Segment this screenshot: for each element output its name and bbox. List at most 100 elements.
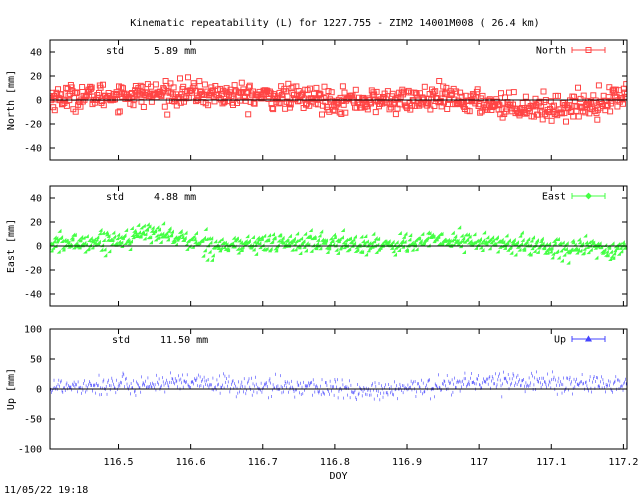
- data-point: [514, 240, 520, 245]
- data-point: [158, 239, 163, 244]
- data-point: [461, 236, 466, 241]
- data-point: [392, 252, 398, 257]
- data-point: [540, 88, 547, 95]
- data-point: [312, 235, 317, 240]
- data-point: [526, 236, 531, 241]
- y-axis-label: North [mm]: [6, 70, 17, 130]
- data-point: [103, 253, 108, 258]
- data-point: [499, 237, 504, 242]
- data-point: [403, 231, 408, 236]
- data-point: [563, 246, 568, 251]
- data-point: [479, 92, 486, 99]
- up-panel: -100 -50 0 50 100 116.5 116.6 116.7 116.8 116.9 11…: [6, 325, 638, 483]
- data-point: [478, 108, 485, 115]
- data-point: [158, 93, 165, 100]
- data-point: [97, 231, 102, 236]
- data-point: [499, 114, 506, 121]
- data-point: [390, 101, 397, 108]
- data-point: [360, 239, 365, 244]
- data-point: [116, 232, 121, 237]
- data-point: [327, 246, 332, 251]
- data-point: [51, 107, 58, 114]
- data-point: [593, 110, 600, 117]
- data-point: [169, 233, 174, 238]
- y-axis-label: Up [mm]: [6, 368, 17, 410]
- data-point: [389, 90, 396, 97]
- y-tick-label: 0: [36, 96, 42, 107]
- data-point: [319, 111, 325, 118]
- data-point: [559, 258, 564, 263]
- data-point: [150, 225, 155, 230]
- data-point: [142, 236, 147, 241]
- data-point: [518, 233, 523, 238]
- data-point: [50, 248, 54, 253]
- data-point: [303, 248, 308, 253]
- data-point: [517, 247, 522, 252]
- data-point: [149, 228, 154, 233]
- data-point: [414, 247, 419, 252]
- data-point: [506, 89, 512, 96]
- data-point: [102, 247, 107, 252]
- data-point: [297, 245, 302, 250]
- data-point: [112, 234, 117, 239]
- data-point: [115, 236, 120, 241]
- data-point: [299, 236, 304, 241]
- data-point: [309, 248, 314, 253]
- data-point: [325, 249, 330, 254]
- data-point: [555, 92, 561, 99]
- y-tick-label: 40: [30, 48, 42, 59]
- y-tick-label: -20: [24, 120, 42, 131]
- data-point: [578, 248, 583, 253]
- data-point: [161, 221, 166, 226]
- data-point: [115, 109, 122, 116]
- data-point: [392, 111, 399, 118]
- data-point: [457, 89, 464, 96]
- data-point: [170, 84, 177, 91]
- data-point: [558, 109, 565, 116]
- data-point: [155, 225, 160, 230]
- data-point: [337, 236, 342, 242]
- data-point: [254, 251, 259, 256]
- data-point: [372, 239, 377, 244]
- data-point: [152, 81, 159, 88]
- data-point: [167, 80, 174, 87]
- data-point: [323, 238, 329, 243]
- data-point: [292, 241, 297, 247]
- data-point: [537, 107, 544, 114]
- data-point: [530, 102, 537, 109]
- data-point: [178, 228, 183, 234]
- data-point: [116, 108, 123, 115]
- x-tick-label: 116.9: [392, 457, 422, 468]
- data-point: [237, 238, 242, 243]
- data-point: [522, 247, 527, 252]
- data-point: [582, 109, 589, 116]
- data-point: [100, 102, 107, 109]
- data-point: [307, 234, 312, 239]
- data-point: [430, 89, 437, 96]
- data-point: [407, 106, 414, 113]
- data-point: [315, 241, 320, 246]
- data-point: [509, 250, 514, 255]
- data-point: [238, 79, 245, 86]
- data-point: [79, 84, 86, 90]
- std-label: std: [106, 192, 124, 203]
- data-point: [182, 235, 187, 240]
- data-point: [245, 234, 250, 239]
- data-point: [270, 106, 277, 113]
- data-point: [622, 93, 627, 100]
- data-point: [262, 233, 267, 238]
- data-point: [495, 249, 500, 254]
- data-point: [81, 235, 86, 240]
- data-point: [200, 238, 205, 243]
- legend-triangle-icon: [584, 335, 593, 342]
- data-point: [417, 236, 422, 241]
- data-point: [604, 249, 609, 254]
- data-point: [609, 254, 614, 259]
- data-point: [328, 236, 333, 241]
- data-point: [330, 238, 335, 243]
- data-point: [107, 249, 112, 254]
- data-point: [510, 101, 516, 108]
- data-point: [397, 230, 402, 236]
- data-point: [610, 241, 615, 246]
